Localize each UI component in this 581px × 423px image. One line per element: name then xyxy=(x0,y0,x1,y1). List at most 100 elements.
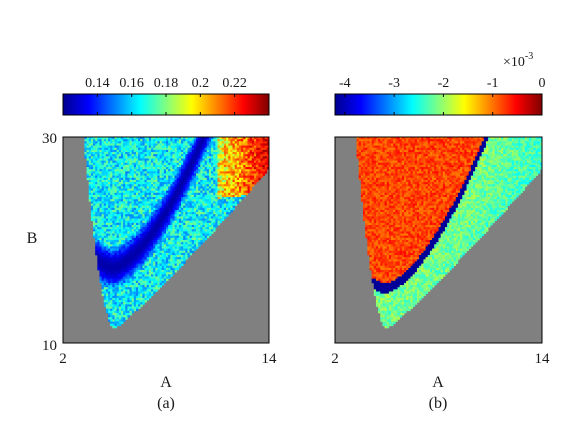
heatmap-cell xyxy=(181,199,184,202)
heatmap-cell xyxy=(153,147,156,151)
heatmap-cell xyxy=(148,145,152,149)
heatmap-cell xyxy=(133,300,137,303)
heatmap-cell xyxy=(103,203,107,206)
heatmap-cell xyxy=(468,139,472,142)
heatmap-cell xyxy=(105,182,109,185)
heatmap-cell xyxy=(123,285,126,288)
heatmap-cell xyxy=(391,137,394,140)
heatmap-cell xyxy=(183,190,186,194)
heatmap-cell xyxy=(105,177,109,181)
heatmap-cell xyxy=(97,255,100,258)
heatmap-cell xyxy=(223,169,227,172)
heatmap-cell xyxy=(127,261,130,264)
heatmap-cell xyxy=(118,177,122,181)
heatmap-cell xyxy=(174,167,178,170)
heatmap-cell xyxy=(159,282,163,286)
heatmap-cell xyxy=(256,147,259,151)
heatmap-cell xyxy=(146,149,150,153)
heatmap-cell xyxy=(198,207,201,211)
heatmap-cell xyxy=(110,267,113,271)
heatmap-cell xyxy=(198,190,201,194)
heatmap-cell xyxy=(135,207,139,211)
heatmap-cell xyxy=(135,259,139,262)
heatmap-cell xyxy=(120,250,124,254)
heatmap-cell xyxy=(131,214,135,217)
heatmap-cell xyxy=(105,207,109,211)
heatmap-cell xyxy=(234,152,238,155)
heatmap-cell xyxy=(112,317,115,320)
heatmap-cell xyxy=(155,149,158,153)
heatmap-cell xyxy=(174,190,178,194)
heatmap-cell xyxy=(120,291,124,294)
heatmap-cell xyxy=(97,246,100,249)
heatmap-cell xyxy=(168,214,171,217)
heatmap-cell xyxy=(193,218,197,221)
heatmap-cell xyxy=(189,167,193,170)
heatmap-cell xyxy=(144,242,147,245)
heatmap-cell xyxy=(170,227,173,230)
heatmap-cell xyxy=(114,147,117,151)
heatmap-cell xyxy=(88,162,92,166)
heatmap-cell xyxy=(144,137,147,140)
heatmap-cell xyxy=(108,282,111,286)
heatmap-cell xyxy=(196,152,199,155)
heatmap-cell xyxy=(135,242,139,245)
heatmap-cell xyxy=(99,222,102,226)
heatmap-cell xyxy=(110,194,113,198)
heatmap-cell xyxy=(249,154,253,157)
heatmap-cell xyxy=(202,203,205,206)
heatmap-cell xyxy=(245,147,248,151)
heatmap-cell xyxy=(129,229,132,232)
heatmap-cell xyxy=(185,207,188,211)
heatmap-cell xyxy=(251,137,255,140)
heatmap-cell xyxy=(226,212,229,215)
heatmap-cell xyxy=(193,248,197,252)
heatmap-cell xyxy=(191,216,195,219)
heatmap-cell xyxy=(157,160,160,164)
heatmap-cell xyxy=(518,137,521,140)
heatmap-cell xyxy=(206,162,210,166)
heatmap-cell xyxy=(187,244,190,247)
heatmap-cell xyxy=(243,190,246,194)
heatmap-cell xyxy=(138,156,141,159)
heatmap-cell xyxy=(191,224,195,228)
heatmap-cell xyxy=(105,169,109,172)
heatmap-cell xyxy=(135,173,139,176)
heatmap-cell xyxy=(103,186,107,189)
heatmap-cell xyxy=(215,197,218,200)
heatmap-cell xyxy=(138,205,141,209)
heatmap-cell xyxy=(150,282,154,286)
heatmap-cell xyxy=(150,259,154,262)
heatmap-cell xyxy=(140,248,143,252)
heatmap-cell xyxy=(243,186,246,189)
heatmap-cell xyxy=(170,182,173,185)
heatmap-cell xyxy=(264,164,268,168)
heatmap-cell xyxy=(238,190,242,194)
heatmap-cell xyxy=(232,177,235,181)
heatmap-cell xyxy=(131,147,135,151)
heatmap-cell xyxy=(170,145,173,149)
heatmap-cell xyxy=(144,175,147,179)
heatmap-cell xyxy=(125,141,128,144)
heatmap-cell xyxy=(138,167,141,170)
heatmap-cell xyxy=(108,149,111,153)
heatmap-cell xyxy=(120,141,124,144)
heatmap-cell xyxy=(144,158,147,161)
heatmap-cell xyxy=(247,169,250,172)
heatmap-cell xyxy=(105,244,109,247)
heatmap-cell xyxy=(196,145,199,149)
heatmap-cell xyxy=(185,149,188,153)
heatmap-cell xyxy=(176,229,180,232)
heatmap-cell xyxy=(260,160,263,164)
heatmap-cell xyxy=(112,152,115,155)
heatmap-cell xyxy=(105,242,109,245)
heatmap-cell xyxy=(217,186,220,189)
heatmap-cell xyxy=(84,143,87,146)
heatmap-cell xyxy=(155,177,158,181)
heatmap-cell xyxy=(230,182,233,185)
heatmap-cell xyxy=(129,276,132,279)
heatmap-cell xyxy=(105,248,109,252)
heatmap-cell xyxy=(138,287,141,290)
heatmap-cell xyxy=(223,167,227,170)
heatmap-cell xyxy=(206,218,210,221)
